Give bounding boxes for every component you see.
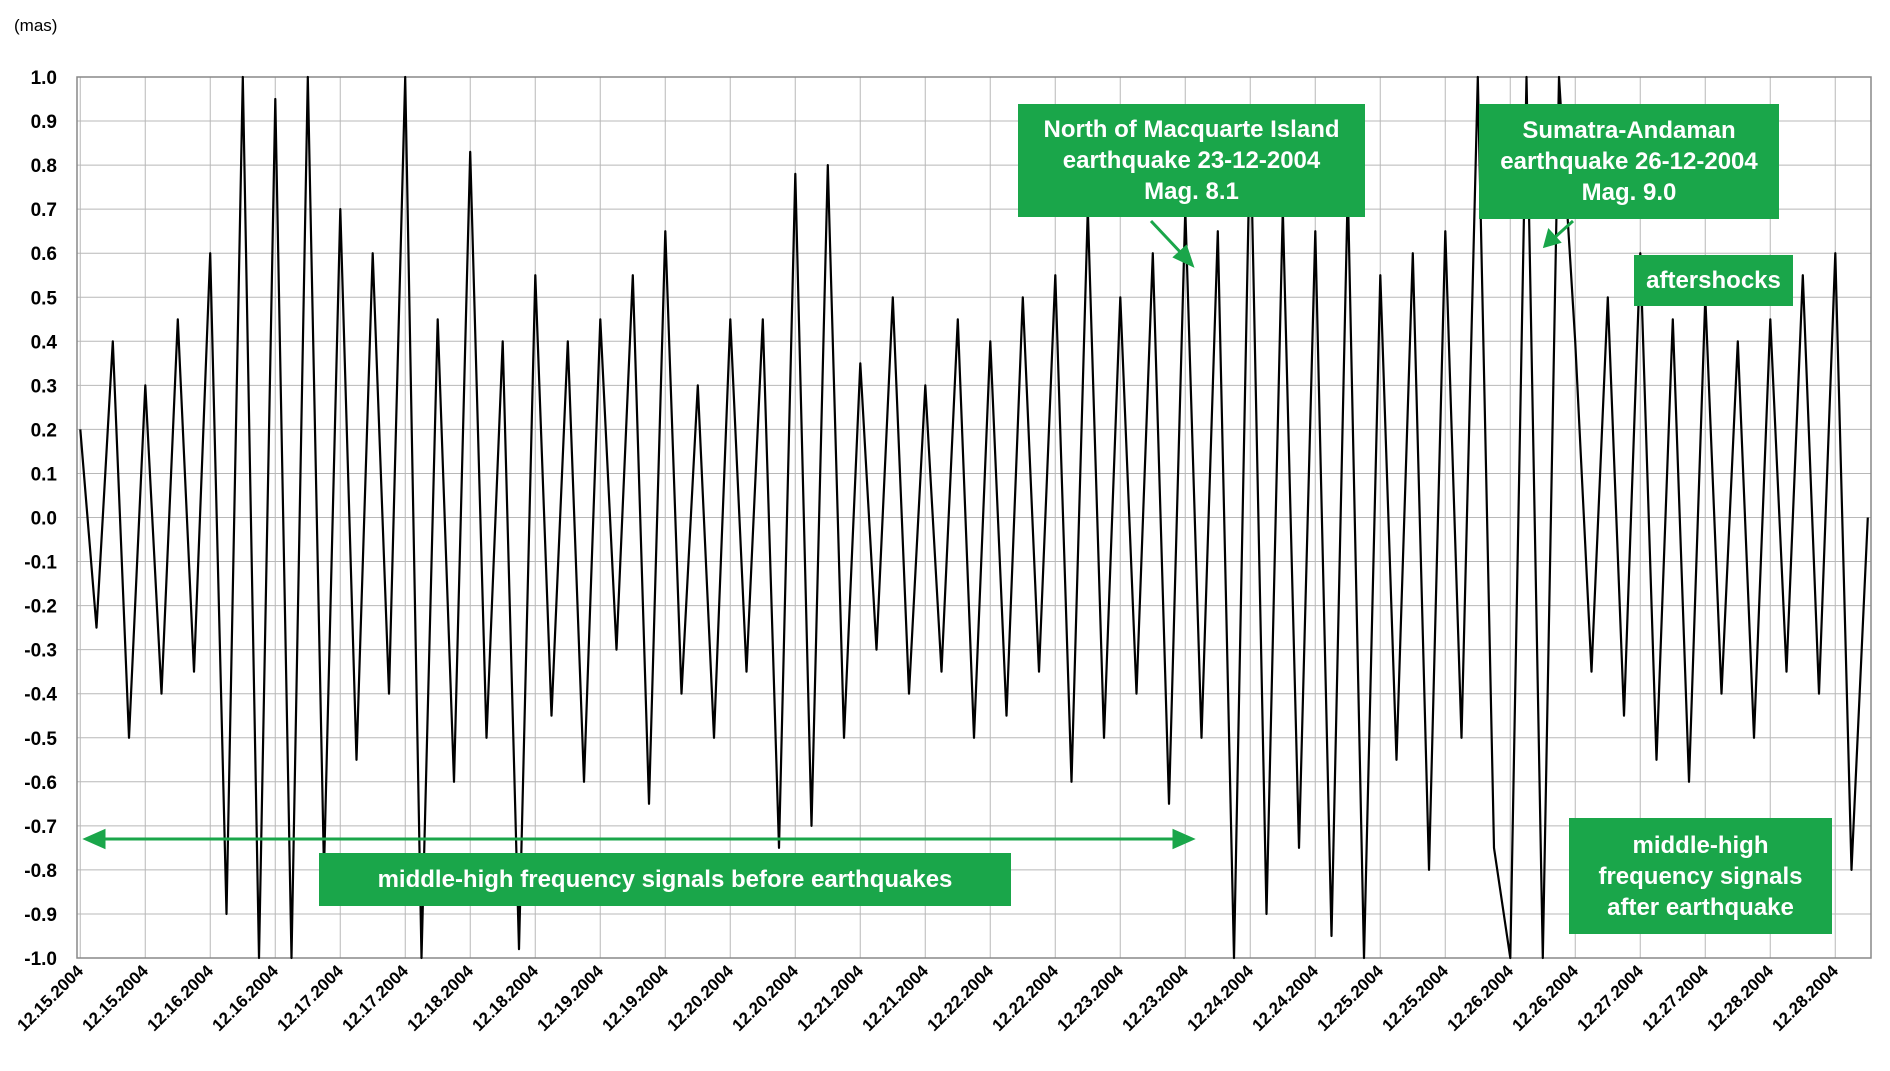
annotation-text: Sumatra-Andaman [1522, 117, 1736, 144]
x-tick-label: 12.19.2004 [598, 961, 672, 1035]
y-tick-label: -0.7 [24, 817, 57, 838]
y-tick-label: 0.9 [31, 112, 57, 133]
y-tick-label: 0.1 [31, 464, 58, 485]
annotation-text: after earthquake [1607, 893, 1794, 921]
x-tick-label: 12.15.2004 [78, 961, 152, 1035]
annotation-text: Mag. 8.1 [1144, 178, 1239, 205]
annotation-box: middle-high frequency signals before ear… [319, 853, 1011, 906]
arrow-line [1551, 219, 1575, 241]
y-tick-label: -0.5 [24, 729, 57, 750]
x-tick-label: 12.18.2004 [403, 961, 477, 1035]
x-tick-label: 12.27.2004 [1638, 961, 1712, 1035]
y-tick-label: 0.0 [31, 509, 57, 530]
annotation-box: Sumatra-Andaman earthquake 26-12-2004 Ma… [1479, 104, 1779, 219]
arrow-head [82, 828, 106, 850]
x-tick-label: 12.15.2004 [13, 961, 87, 1035]
y-tick-label: -0.4 [24, 685, 57, 706]
plot-frame [76, 76, 1872, 959]
data-line [79, 75, 1869, 960]
x-tick-label: 12.23.2004 [1053, 961, 1127, 1035]
x-tick-label: 12.25.2004 [1313, 961, 1387, 1035]
annotation-box: middle-high frequency signals after eart… [1569, 818, 1832, 934]
x-tick-label: 12.27.2004 [1573, 961, 1647, 1035]
y-tick-label: 0.6 [31, 244, 57, 265]
y-tick-label: -0.1 [24, 553, 57, 574]
x-tick-label: 12.26.2004 [1508, 961, 1582, 1035]
x-tick-label: 12.19.2004 [533, 961, 607, 1035]
y-tick-label: -0.3 [24, 641, 57, 662]
y-tick-label: 1.0 [31, 68, 57, 89]
arrow-head [1172, 244, 1195, 268]
x-tick-label: 12.21.2004 [858, 961, 932, 1035]
x-tick-label: 12.28.2004 [1768, 961, 1842, 1035]
x-tick-label: 12.16.2004 [143, 961, 217, 1035]
y-tick-label: 0.4 [31, 332, 58, 353]
x-tick-label: 12.22.2004 [923, 961, 997, 1035]
annotation-text: aftershocks [1646, 267, 1781, 294]
x-tick-label: 12.22.2004 [988, 961, 1062, 1035]
y-tick-label: 0.8 [31, 156, 57, 177]
x-tick-label: 12.24.2004 [1183, 961, 1257, 1035]
annotation-text: middle-high [1632, 831, 1769, 859]
annotation-text: Mag. 9.0 [1581, 179, 1677, 206]
y-axis-label: (mas) [14, 16, 57, 35]
x-tick-label: 12.16.2004 [208, 961, 282, 1035]
annotation-box: aftershocks [1634, 255, 1793, 306]
annotation-text: middle-high frequency signals before ear… [377, 866, 953, 893]
x-tick-label: 12.21.2004 [793, 961, 867, 1035]
annotation-box: North of Macquarte Island earthquake 23-… [1018, 104, 1365, 217]
x-tick-label: 12.20.2004 [663, 961, 737, 1035]
y-tick-label: -0.2 [24, 597, 57, 618]
x-tick-label: 12.18.2004 [468, 961, 542, 1035]
x-tick-label: 12.25.2004 [1378, 961, 1452, 1035]
annotation-text: earthquake 23-12-2004 [1062, 147, 1321, 174]
arrow-head [1172, 828, 1196, 850]
x-tick-label: 12.17.2004 [273, 961, 347, 1035]
x-tick-label: 12.23.2004 [1118, 961, 1192, 1035]
arrow-line [1149, 219, 1185, 257]
y-tick-label: -1.0 [24, 949, 57, 970]
annotation-text: earthquake 26-12-2004 [1500, 148, 1758, 175]
x-tick-label: 12.17.2004 [338, 961, 412, 1035]
arrow-head [1542, 227, 1562, 249]
y-tick-label: -0.9 [24, 905, 57, 926]
annotation-text: frequency signals [1598, 862, 1803, 890]
annotation-text: North of Macquarte Island [1043, 116, 1340, 143]
x-tick-label: 12.20.2004 [728, 961, 802, 1035]
y-tick-label: 0.5 [31, 288, 58, 309]
y-tick-label: -0.8 [24, 861, 57, 882]
arrows [82, 219, 1575, 850]
x-tick-label: 12.26.2004 [1443, 961, 1517, 1035]
x-tick-label: 12.24.2004 [1248, 961, 1322, 1035]
y-tick-label: 0.3 [31, 376, 57, 397]
y-tick-label: 0.7 [31, 200, 57, 221]
y-tick-label: -0.6 [24, 773, 57, 794]
y-tick-label: 0.2 [31, 420, 57, 441]
x-tick-label: 12.28.2004 [1703, 961, 1777, 1035]
